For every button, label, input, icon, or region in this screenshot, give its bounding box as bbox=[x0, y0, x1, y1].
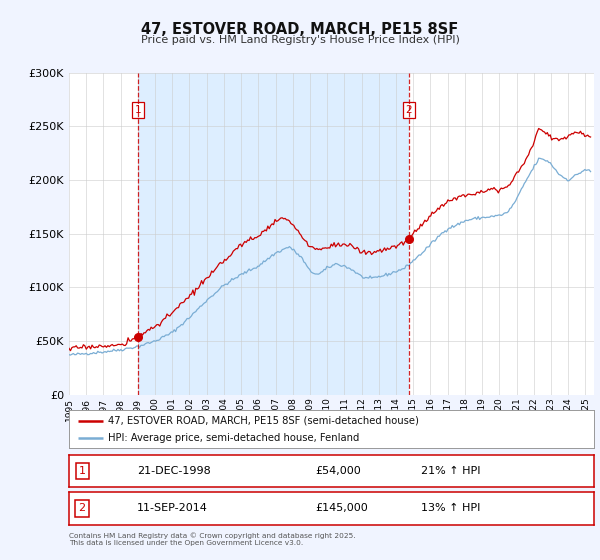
Text: £145,000: £145,000 bbox=[316, 503, 368, 514]
Text: £54,000: £54,000 bbox=[316, 466, 361, 476]
Text: 21-DEC-1998: 21-DEC-1998 bbox=[137, 466, 211, 476]
Text: 1: 1 bbox=[134, 105, 141, 115]
Bar bbox=[138, 73, 409, 395]
Text: 11-SEP-2014: 11-SEP-2014 bbox=[137, 503, 208, 514]
Text: 47, ESTOVER ROAD, MARCH, PE15 8SF (semi-detached house): 47, ESTOVER ROAD, MARCH, PE15 8SF (semi-… bbox=[109, 416, 419, 426]
Text: Contains HM Land Registry data © Crown copyright and database right 2025.
This d: Contains HM Land Registry data © Crown c… bbox=[69, 532, 356, 545]
Text: 47, ESTOVER ROAD, MARCH, PE15 8SF: 47, ESTOVER ROAD, MARCH, PE15 8SF bbox=[142, 22, 458, 38]
Text: 13% ↑ HPI: 13% ↑ HPI bbox=[421, 503, 480, 514]
Text: HPI: Average price, semi-detached house, Fenland: HPI: Average price, semi-detached house,… bbox=[109, 433, 360, 444]
Text: 21% ↑ HPI: 21% ↑ HPI bbox=[421, 466, 480, 476]
Text: 2: 2 bbox=[79, 503, 86, 514]
Text: 1: 1 bbox=[79, 466, 86, 476]
Text: 2: 2 bbox=[406, 105, 412, 115]
Text: Price paid vs. HM Land Registry's House Price Index (HPI): Price paid vs. HM Land Registry's House … bbox=[140, 35, 460, 45]
